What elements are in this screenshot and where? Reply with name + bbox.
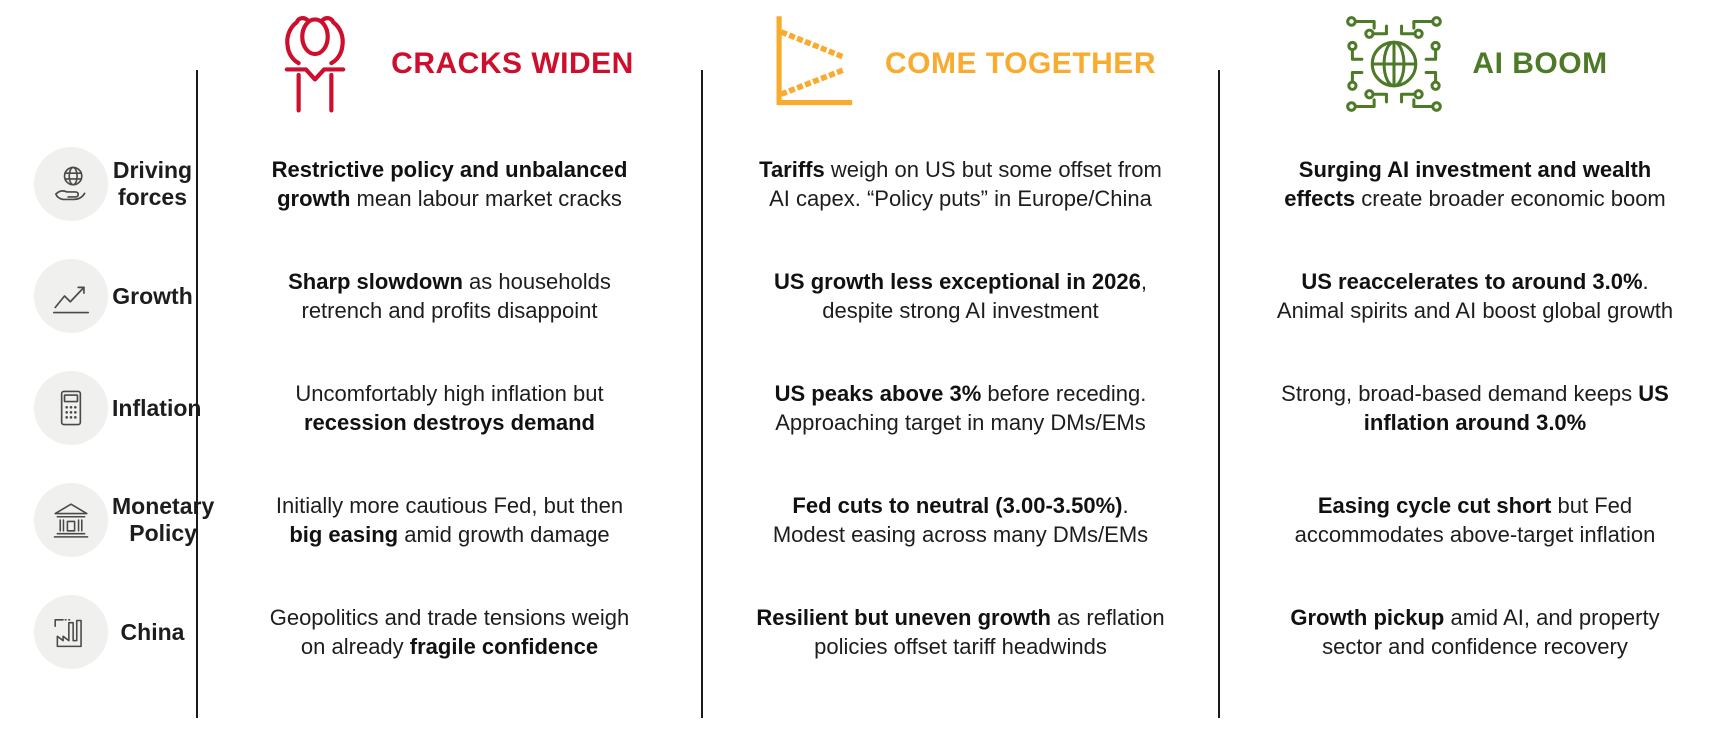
- scenario-cell: US growth less exceptional in 2026, desp…: [702, 240, 1219, 352]
- head-in-hands-icon: [284, 16, 346, 113]
- row-label: Growth: [112, 282, 193, 309]
- row-label: Driving forces: [112, 157, 193, 210]
- cell-text: US peaks above 3% before receding. Appro…: [774, 381, 1147, 435]
- cell-text: Strong, broad-based demand keeps US infl…: [1281, 381, 1669, 435]
- cell-text: Restrictive policy and unbalanced growth…: [271, 157, 628, 211]
- scenario-cell: Fed cuts to neutral (3.00-3.50%). Modest…: [702, 464, 1219, 576]
- scenario-cell: Initially more cautious Fed, but then bi…: [197, 464, 702, 576]
- cell-text: Resilient but uneven growth as reflation…: [756, 605, 1165, 659]
- cell-text: Fed cuts to neutral (3.00-3.50%). Modest…: [772, 493, 1149, 547]
- scenario-cell: Sharp slowdown as households retrench an…: [197, 240, 702, 352]
- table-row: Growth Sharp slowdown as households retre…: [0, 240, 1731, 352]
- cell-text: Sharp slowdown as households retrench an…: [288, 269, 611, 323]
- scenario-header-cracks-widen: CRACKS WIDEN: [197, 0, 702, 128]
- factory-icon: [34, 595, 108, 669]
- scenario-title: CRACKS WIDEN: [391, 47, 634, 80]
- scenario-header-come-together: COME TOGETHER: [702, 0, 1219, 128]
- row-label: Inflation: [112, 394, 202, 421]
- scenario-cell: Strong, broad-based demand keeps US infl…: [1219, 352, 1731, 464]
- cell-text: Easing cycle cut short but Fed accommoda…: [1294, 493, 1656, 547]
- line-chart-icon: [34, 259, 108, 333]
- divider-labels-col1: [196, 70, 198, 718]
- scenario-cell: Growth pickup amid AI, and property sect…: [1219, 576, 1731, 688]
- header-spacer: [0, 0, 197, 128]
- scenario-header-ai-boom: AI BOOM: [1219, 0, 1731, 128]
- scenario-cell: Easing cycle cut short but Fed accommoda…: [1219, 464, 1731, 576]
- scenario-cell: US reaccelerates to around 3.0%. Animal …: [1219, 240, 1731, 352]
- hand-globe-icon: [34, 147, 108, 221]
- table-row: Inflation Uncomfortably high inflation bu…: [0, 352, 1731, 464]
- scenario-rows: Driving forces Restrictive policy and unb…: [0, 128, 1731, 688]
- cell-text: Initially more cautious Fed, but then bi…: [275, 493, 624, 547]
- cell-text: Growth pickup amid AI, and property sect…: [1290, 605, 1660, 659]
- scenario-cell: US peaks above 3% before receding. Appro…: [702, 352, 1219, 464]
- cell-text: Surging AI investment and wealth effects…: [1284, 157, 1666, 211]
- scenario-cell: Resilient but uneven growth as reflation…: [702, 576, 1219, 688]
- cell-text: Geopolitics and trade tensions weigh on …: [269, 605, 630, 659]
- row-label-cell: China: [0, 576, 197, 688]
- cell-text: US reaccelerates to around 3.0%. Animal …: [1276, 269, 1674, 323]
- scenario-cell: Surging AI investment and wealth effects…: [1219, 128, 1731, 240]
- cell-text: Tariffs weigh on US but some offset from…: [759, 157, 1162, 211]
- bank-icon: [34, 483, 108, 557]
- cell-text: Uncomfortably high inflation but recessi…: [295, 381, 604, 435]
- row-label-cell: Inflation: [0, 352, 201, 464]
- calculator-icon: [34, 371, 108, 445]
- divider-col1-col2: [701, 70, 703, 718]
- divider-col2-col3: [1218, 70, 1220, 718]
- scenario-title: AI BOOM: [1472, 47, 1608, 80]
- globe-circuit-icon: [1346, 16, 1443, 112]
- row-label-cell: Driving forces: [0, 128, 197, 240]
- scenario-header-row: CRACKS WIDEN COME TOGETHER: [0, 0, 1731, 128]
- scenario-cell: Uncomfortably high inflation but recessi…: [197, 352, 702, 464]
- table-row: Monetary Policy Initially more cautious F…: [0, 464, 1731, 576]
- table-row: Driving forces Restrictive policy and unb…: [0, 128, 1731, 240]
- row-label: China: [120, 618, 185, 645]
- row-label-cell: Monetary Policy: [0, 464, 214, 576]
- scenario-cell: Tariffs weigh on US but some offset from…: [702, 128, 1219, 240]
- scenario-cell: Restrictive policy and unbalanced growth…: [197, 128, 702, 240]
- scenario-title: COME TOGETHER: [885, 47, 1156, 80]
- row-label-cell: Growth: [0, 240, 197, 352]
- cell-text: US growth less exceptional in 2026, desp…: [774, 269, 1147, 323]
- scenario-cell: Geopolitics and trade tensions weigh on …: [197, 576, 702, 688]
- table-row: China Geopolitics and trade tensions weig…: [0, 576, 1731, 688]
- converging-lines-icon: [776, 16, 853, 106]
